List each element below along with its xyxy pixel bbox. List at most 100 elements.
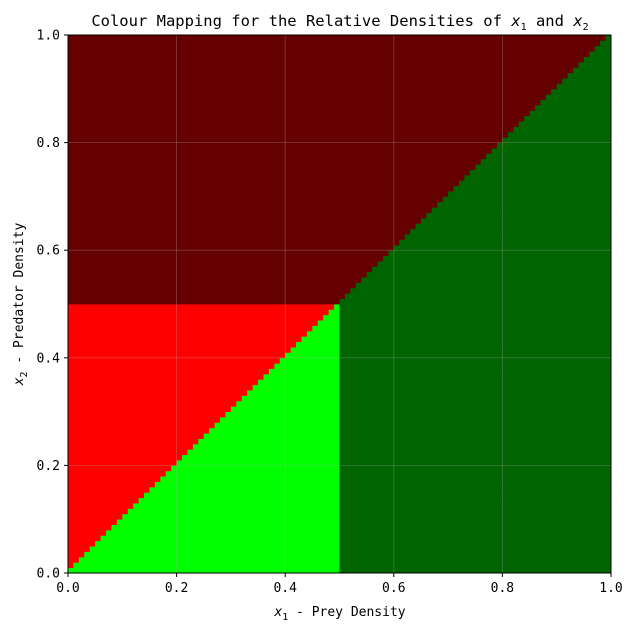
heatmap-cell xyxy=(518,121,612,127)
heatmap-cell xyxy=(274,363,340,369)
heatmap-cell xyxy=(339,470,612,477)
y-tick-label: 0.4 xyxy=(37,351,61,366)
heatmap-cell xyxy=(589,51,612,57)
heatmap-cell xyxy=(144,492,340,499)
heatmap-cell xyxy=(68,519,118,525)
heatmap-cell xyxy=(350,287,612,294)
heatmap-cell xyxy=(68,191,449,197)
y-tick-label: 0.0 xyxy=(37,567,60,582)
title-var2: x xyxy=(572,12,583,30)
heatmap-cell xyxy=(323,314,340,321)
heatmap-cell xyxy=(68,94,547,100)
heatmap-cell xyxy=(84,551,340,558)
heatmap-cell xyxy=(339,384,612,391)
heatmap-cell xyxy=(209,427,340,434)
heatmap-cell xyxy=(187,449,340,456)
heatmap-cell xyxy=(339,373,612,380)
heatmap-cell xyxy=(339,465,612,472)
heatmap-cell xyxy=(339,443,612,450)
heatmap-cell xyxy=(68,503,134,509)
chart-title: Colour Mapping for the Relative Densitie… xyxy=(91,12,588,33)
heatmap-cell xyxy=(339,309,612,316)
heatmap-cell xyxy=(480,158,612,165)
heatmap-cell xyxy=(95,540,340,547)
heatmap-cell xyxy=(68,110,530,117)
heatmap-cell xyxy=(68,217,422,224)
title-var1: x xyxy=(510,12,521,30)
heatmap-cell xyxy=(68,282,357,289)
heatmap-cell xyxy=(127,508,340,515)
heatmap-cell xyxy=(339,497,612,504)
heatmap-cell xyxy=(68,470,167,477)
heatmap-cell xyxy=(540,99,612,106)
x-tick-label: 0.8 xyxy=(491,581,514,596)
heatmap-cell xyxy=(68,330,308,337)
title-var1-sub: 1 xyxy=(521,22,527,33)
heatmap-cell xyxy=(68,379,259,386)
heatmap-cell xyxy=(469,169,612,176)
heatmap-cell xyxy=(68,115,525,122)
heatmap-cell xyxy=(68,153,487,160)
heatmap-cell xyxy=(68,556,80,563)
heatmap-cell xyxy=(68,438,199,445)
heatmap-cell xyxy=(410,228,612,235)
heatmap-cell xyxy=(415,223,612,230)
heatmap-cell xyxy=(301,336,340,343)
heatmap-cell xyxy=(68,422,216,429)
heatmap-cell xyxy=(68,400,237,407)
heatmap-cell xyxy=(68,551,85,558)
heatmap-cell xyxy=(68,277,362,283)
heatmap-cell xyxy=(138,497,340,504)
heatmap-cell xyxy=(68,416,221,423)
heatmap-cell xyxy=(339,454,612,461)
heatmap-cell xyxy=(68,562,74,569)
y-tick-label: 0.6 xyxy=(37,244,60,259)
heatmap-cell xyxy=(486,153,612,160)
plot-frame xyxy=(67,34,612,574)
ylabel-var: x xyxy=(12,377,27,386)
heatmap-cell xyxy=(420,217,612,224)
heatmap-cell xyxy=(339,524,612,531)
heatmap-cell xyxy=(524,115,612,122)
heatmap-cell xyxy=(68,260,378,267)
x-tick-label: 0.2 xyxy=(165,581,188,596)
heatmap-cell xyxy=(236,400,340,407)
heatmap-cell xyxy=(68,244,395,251)
heatmap-cell xyxy=(339,325,612,332)
heatmap-cell xyxy=(68,40,601,47)
heatmap-cell xyxy=(529,110,612,117)
heatmap-cell xyxy=(377,260,612,267)
heatmap-cell xyxy=(496,142,612,149)
heatmap-cell xyxy=(68,363,275,369)
heatmap-cell xyxy=(68,529,107,536)
heatmap-cell xyxy=(594,45,612,52)
heatmap-cell xyxy=(339,422,612,429)
heatmap-cell xyxy=(600,40,612,47)
heatmap-cell xyxy=(68,492,145,499)
heatmap-cell xyxy=(176,460,340,466)
heatmap-cell xyxy=(68,368,270,375)
heatmap-cell xyxy=(68,158,482,165)
x-axis-label: x1 - Prey Density xyxy=(273,605,405,623)
heatmap-cell xyxy=(339,363,612,369)
heatmap-cell xyxy=(68,298,340,305)
heatmap-cell xyxy=(339,395,612,402)
heatmap-cell xyxy=(339,341,612,348)
y-tick-label: 0.8 xyxy=(37,136,60,151)
heatmap-cell xyxy=(68,481,156,488)
heatmap-cell xyxy=(312,325,340,332)
y-tick-label: 0.2 xyxy=(37,459,60,474)
heatmap-cell xyxy=(68,454,183,461)
heatmap-cell xyxy=(339,379,612,386)
xlabel-text: - Prey Density xyxy=(288,605,406,620)
heatmap-cell xyxy=(68,443,194,450)
heatmap-cell xyxy=(106,529,340,536)
heatmap-cell xyxy=(339,347,612,353)
heatmap-cell xyxy=(116,519,340,525)
heatmap-cell xyxy=(513,126,612,133)
heatmap-cell xyxy=(562,78,612,84)
x-axis-ticks: 0.0 0.2 0.4 0.6 0.8 1.0 xyxy=(56,573,623,596)
ylabel-text: - Predator Density xyxy=(12,223,27,372)
heatmap-cell xyxy=(68,314,324,321)
